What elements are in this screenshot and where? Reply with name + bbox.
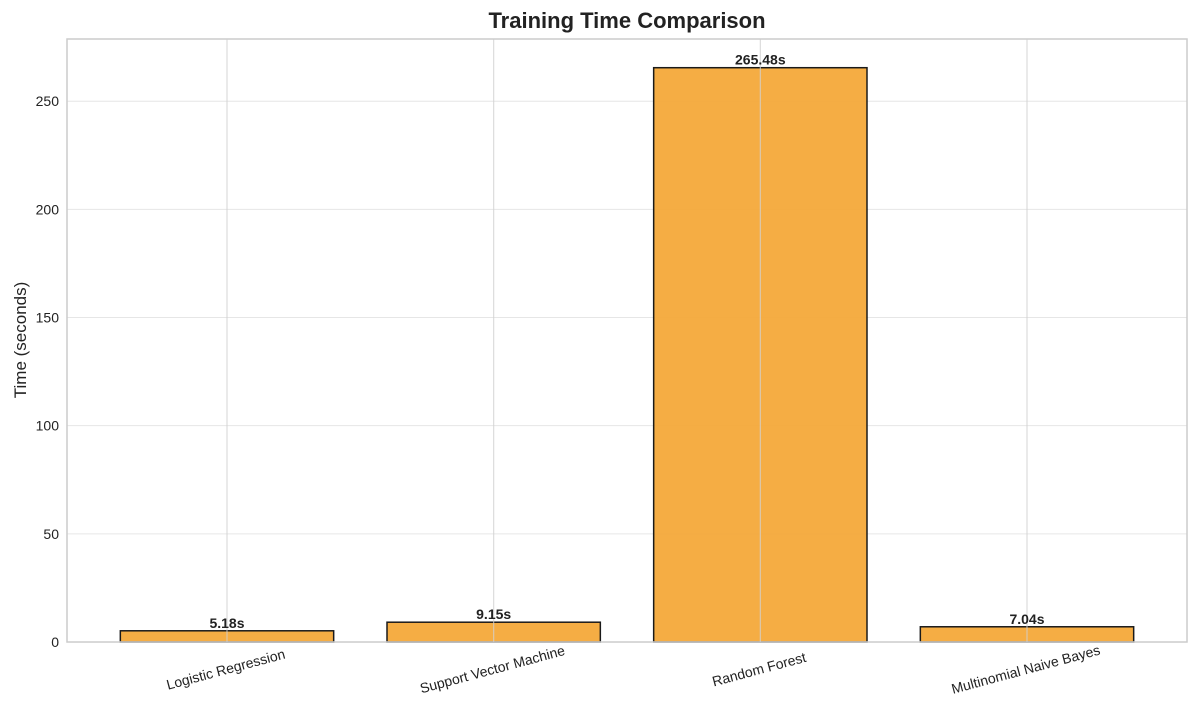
y-tick-label: 50 — [43, 526, 59, 542]
data-label: 5.18s — [209, 615, 244, 631]
grid-layer — [67, 100, 1187, 643]
x-tick-label: Support Vector Machine — [418, 642, 567, 696]
x-tick-label: Multinomial Naive Bayes — [950, 642, 1102, 697]
bars-layer — [119, 66, 1135, 643]
x-gridlines — [226, 39, 1028, 642]
x-tick-label: Random Forest — [710, 649, 807, 689]
data-label: 9.15s — [476, 606, 511, 622]
y-tick-label: 100 — [36, 418, 60, 434]
data-label: 7.04s — [1009, 611, 1044, 627]
chart-title: Training Time Comparison — [488, 8, 765, 33]
y-axis-label: Time (seconds) — [11, 282, 30, 399]
y-tick-label: 250 — [36, 93, 60, 109]
x-tick-labels: Logistic Regression Support Vector Machin… — [165, 642, 1102, 697]
y-tick-label: 200 — [36, 201, 60, 217]
data-label: 265.48s — [735, 52, 786, 68]
x-tick-label: Logistic Regression — [165, 646, 287, 693]
data-labels-layer: 5.18s 9.15s 265.48s 7.04s — [209, 52, 1044, 631]
y-tick-labels: 0 50 100 150 200 250 — [36, 93, 60, 650]
plot-frame — [66, 38, 1188, 643]
y-tick-label: 0 — [51, 634, 59, 650]
y-tick-label: 150 — [36, 310, 60, 326]
